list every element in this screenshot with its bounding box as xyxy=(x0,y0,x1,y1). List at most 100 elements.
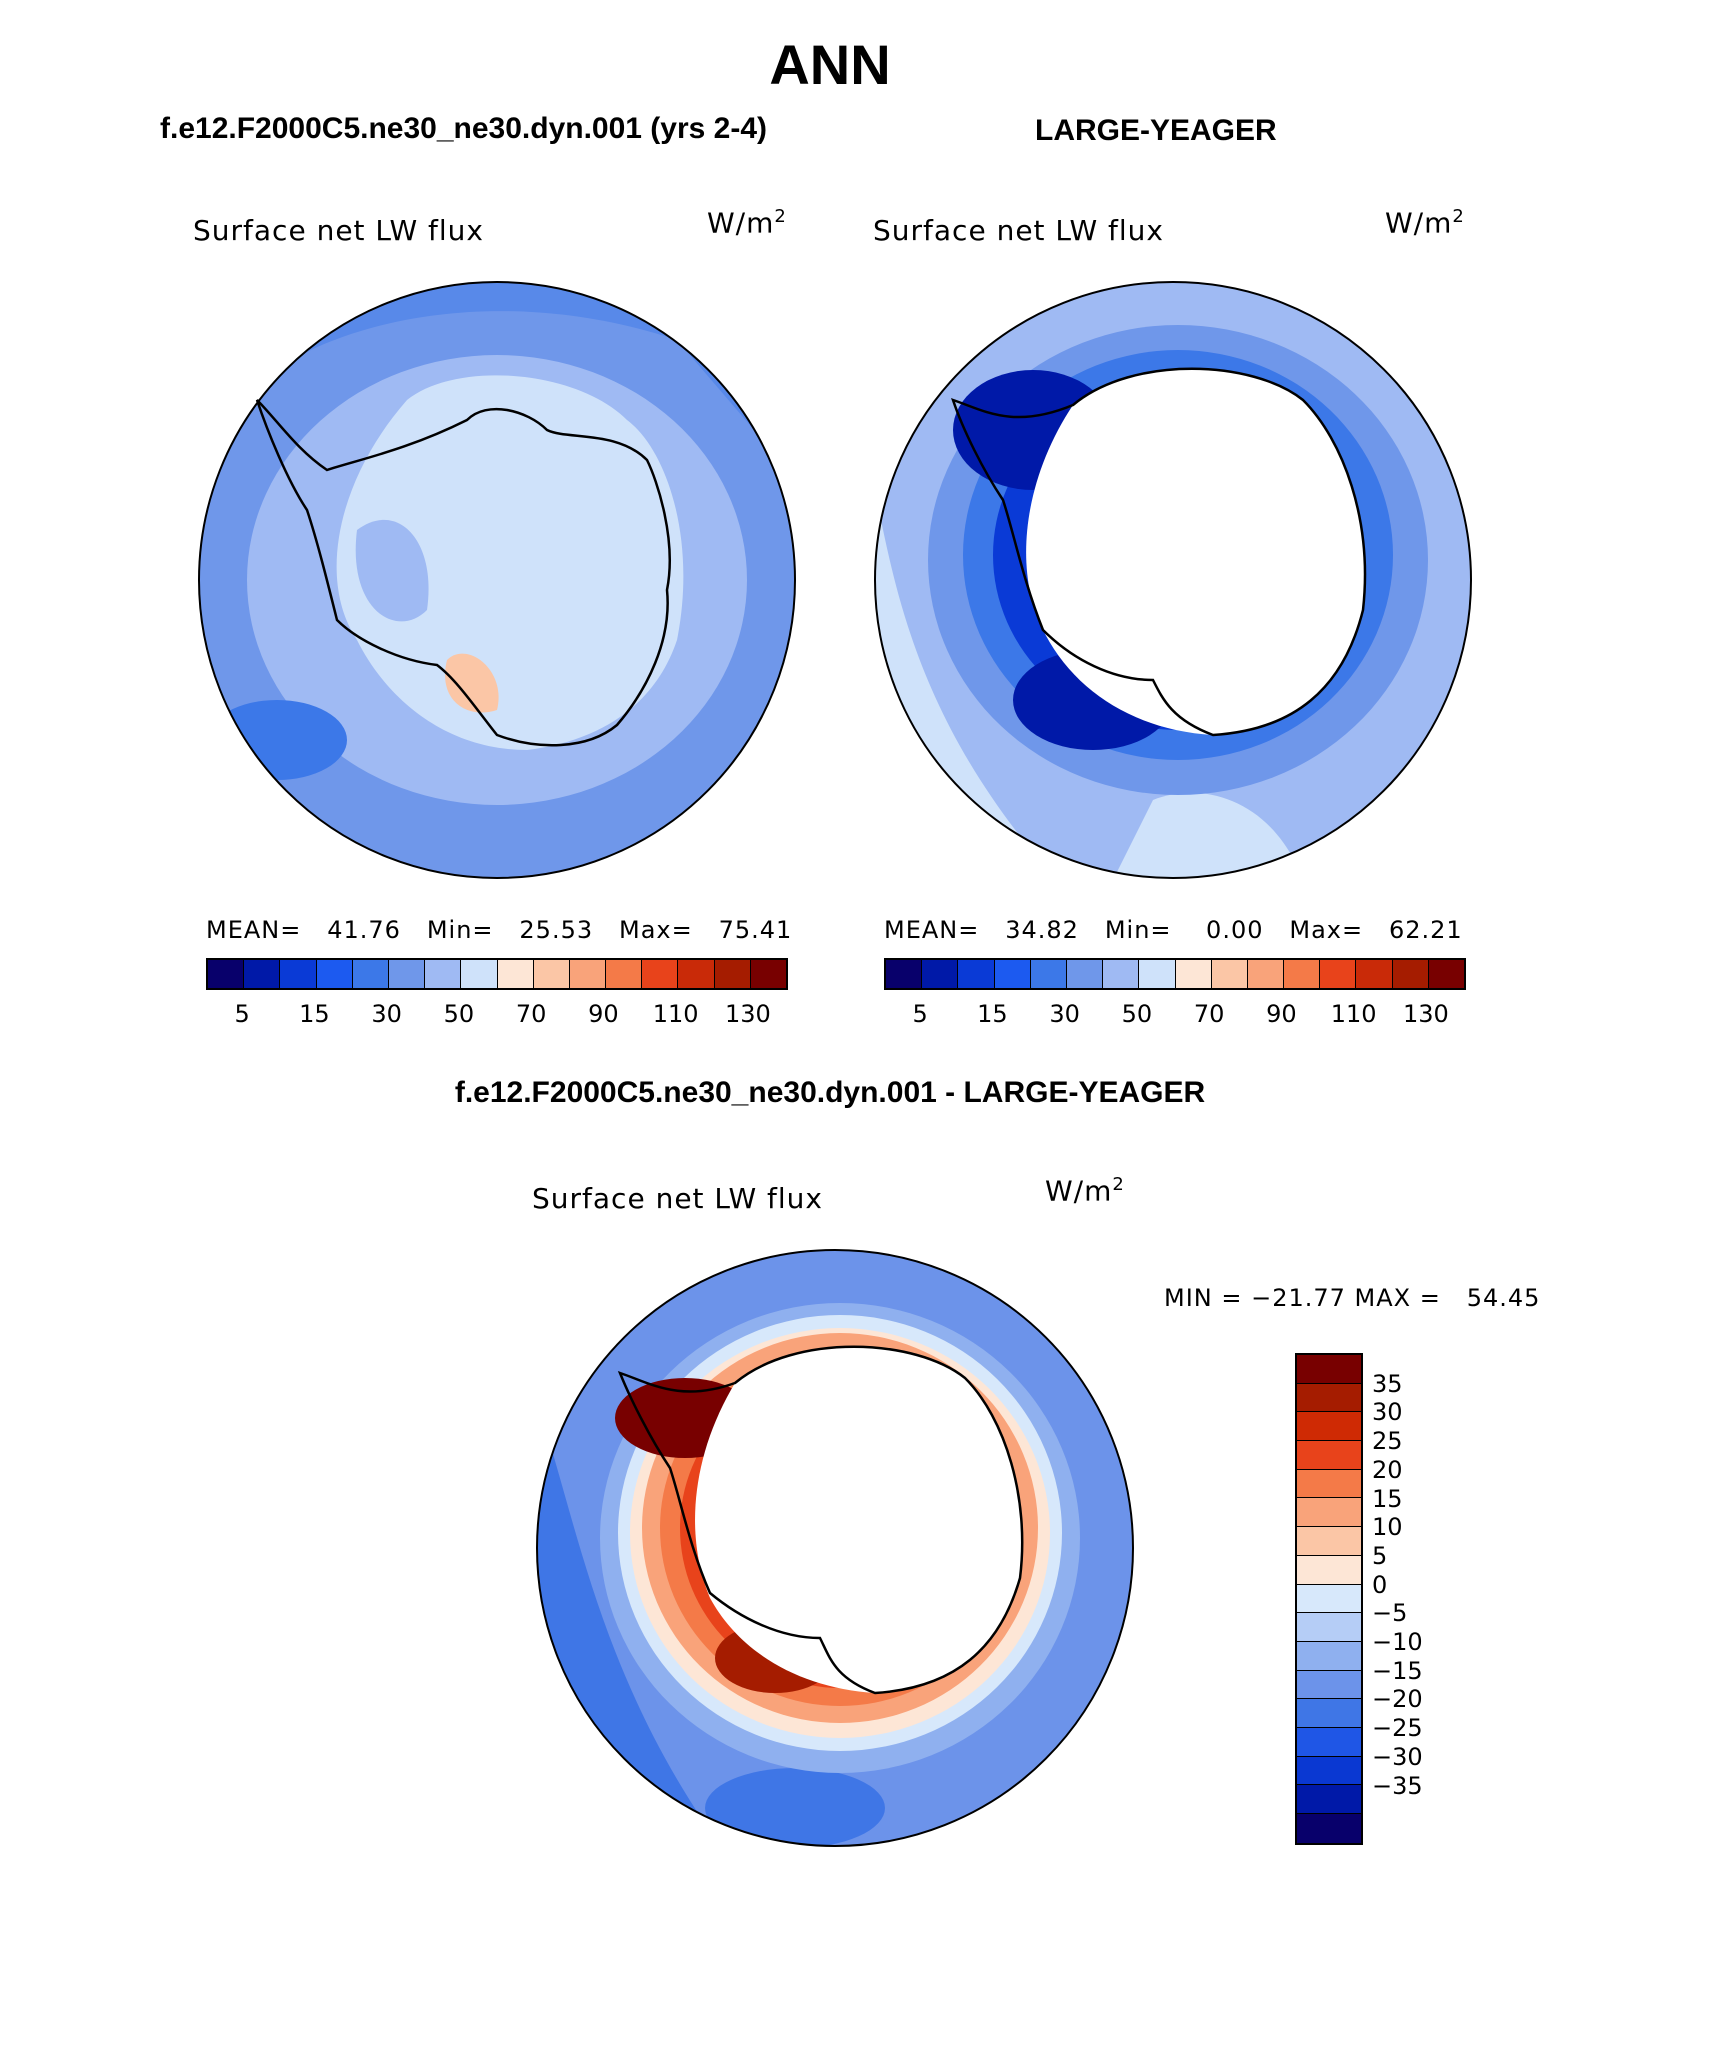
colorbar-swatch xyxy=(1297,1756,1361,1786)
diff-units-sup: 2 xyxy=(1112,1174,1125,1195)
diff-coastline xyxy=(617,1345,1024,1695)
colorbar-swatch xyxy=(1428,960,1464,988)
ref-units-text: W/m xyxy=(1385,206,1453,240)
colorbar-swatch xyxy=(1297,1527,1361,1556)
colorbar-swatch xyxy=(1297,1670,1361,1700)
colorbar-tick-label: 30 xyxy=(1049,1000,1080,1028)
colorbar-tick-label: 90 xyxy=(1266,1000,1297,1028)
colorbar-swatch xyxy=(750,960,786,988)
colorbar-swatch xyxy=(958,960,995,988)
colorbar-tick-label: 110 xyxy=(1330,1000,1377,1028)
colorbar-swatch xyxy=(1297,1469,1361,1499)
ref-coastline xyxy=(951,367,1367,737)
case-units-sup: 2 xyxy=(774,206,787,227)
colorbar-tick-label: 50 xyxy=(1121,1000,1153,1028)
case-variable-label: Surface net LW flux xyxy=(193,214,484,247)
colorbar-swatch xyxy=(1030,960,1067,988)
diff-colorbar xyxy=(1295,1353,1363,1845)
colorbar-swatch xyxy=(922,960,959,988)
colorbar-swatch xyxy=(1297,1555,1361,1585)
colorbar-swatch xyxy=(1297,1613,1361,1642)
case-units-label: W/m2 xyxy=(707,206,787,239)
colorbar-swatch xyxy=(1103,960,1140,988)
colorbar-swatch xyxy=(1320,960,1357,988)
colorbar-swatch xyxy=(1297,1641,1361,1671)
case-colorbar xyxy=(206,958,788,990)
colorbar-swatch xyxy=(1297,1383,1361,1413)
colorbar-tick-label: −25 xyxy=(1372,1714,1423,1743)
colorbar-tick-label: 110 xyxy=(652,1000,699,1028)
ref-colorbar xyxy=(884,958,1466,990)
diff-variable-label: Surface net LW flux xyxy=(532,1182,823,1215)
ref-units-label: W/m2 xyxy=(1385,206,1465,239)
colorbar-tick-label: 30 xyxy=(371,1000,402,1028)
colorbar-swatch xyxy=(1247,960,1285,988)
colorbar-swatch xyxy=(1297,1498,1361,1528)
colorbar-swatch xyxy=(678,960,715,988)
colorbar-swatch xyxy=(1297,1584,1361,1614)
ref-map-border xyxy=(874,281,1472,879)
difference-title: f.e12.F2000C5.ne30_ne30.dyn.001 - LARGE-… xyxy=(454,1076,1206,1109)
colorbar-tick-label: 15 xyxy=(977,1000,1008,1028)
colorbar-tick-label: 50 xyxy=(443,1000,475,1028)
colorbar-tick-label: 15 xyxy=(1372,1484,1403,1513)
colorbar-swatch xyxy=(1284,960,1321,988)
colorbar-tick-label: −15 xyxy=(1372,1656,1423,1685)
colorbar-tick-label: 5 xyxy=(234,1000,250,1028)
colorbar-swatch xyxy=(1297,1727,1361,1757)
colorbar-tick-label: −20 xyxy=(1372,1685,1423,1714)
case-polar-map xyxy=(198,281,796,879)
colorbar-swatch xyxy=(461,960,498,988)
colorbar-swatch xyxy=(1392,960,1429,988)
colorbar-tick-label: 35 xyxy=(1372,1369,1403,1398)
colorbar-swatch xyxy=(244,960,281,988)
colorbar-swatch xyxy=(352,960,389,988)
colorbar-tick-label: 70 xyxy=(1193,1000,1225,1028)
colorbar-swatch xyxy=(1356,960,1393,988)
colorbar-tick-label: 5 xyxy=(912,1000,928,1028)
colorbar-swatch xyxy=(994,960,1031,988)
colorbar-swatch xyxy=(1211,960,1248,988)
colorbar-tick-label: 130 xyxy=(724,1000,771,1028)
colorbar-tick-label: −35 xyxy=(1372,1771,1423,1800)
ref-polar-map xyxy=(874,281,1472,879)
colorbar-swatch xyxy=(388,960,426,988)
diff-stats: MIN = −21.77 MAX = 54.45 xyxy=(1164,1284,1541,1312)
diff-units-text: W/m xyxy=(1045,1174,1113,1208)
colorbar-tick-label: −30 xyxy=(1372,1742,1423,1771)
colorbar-swatch xyxy=(1297,1699,1361,1728)
colorbar-swatch xyxy=(886,960,923,988)
reference-title: LARGE-YEAGER xyxy=(1035,114,1277,147)
colorbar-tick-label: 130 xyxy=(1402,1000,1449,1028)
colorbar-swatch xyxy=(533,960,570,988)
colorbar-swatch xyxy=(425,960,462,988)
colorbar-swatch xyxy=(1297,1412,1361,1442)
colorbar-swatch xyxy=(1297,1785,1361,1814)
colorbar-swatch xyxy=(316,960,353,988)
colorbar-swatch xyxy=(1297,1814,1361,1843)
colorbar-swatch xyxy=(1139,960,1176,988)
ref-units-sup: 2 xyxy=(1452,206,1465,227)
colorbar-tick-label: 30 xyxy=(1372,1398,1403,1427)
colorbar-tick-label: 70 xyxy=(515,1000,547,1028)
colorbar-tick-label: 0 xyxy=(1372,1570,1388,1599)
colorbar-swatch xyxy=(1066,960,1104,988)
colorbar-tick-label: 5 xyxy=(1372,1541,1388,1570)
diff-map-border xyxy=(536,1249,1134,1847)
colorbar-tick-label: 15 xyxy=(299,1000,330,1028)
case-stats: MEAN= 41.76 Min= 25.53 Max= 75.41 xyxy=(206,916,793,944)
colorbar-tick-label: −5 xyxy=(1372,1599,1408,1628)
colorbar-swatch xyxy=(1297,1441,1361,1470)
colorbar-swatch xyxy=(606,960,643,988)
diff-polar-map xyxy=(536,1249,1134,1847)
colorbar-swatch xyxy=(497,960,534,988)
diff-units-label: W/m2 xyxy=(1045,1174,1125,1207)
colorbar-swatch xyxy=(1297,1355,1361,1384)
colorbar-swatch xyxy=(280,960,317,988)
colorbar-tick-label: 10 xyxy=(1372,1513,1403,1542)
case-coastline xyxy=(255,399,671,747)
colorbar-tick-label: 20 xyxy=(1372,1455,1403,1484)
colorbar-swatch xyxy=(569,960,607,988)
colorbar-tick-label: 25 xyxy=(1372,1427,1403,1456)
colorbar-swatch xyxy=(714,960,751,988)
